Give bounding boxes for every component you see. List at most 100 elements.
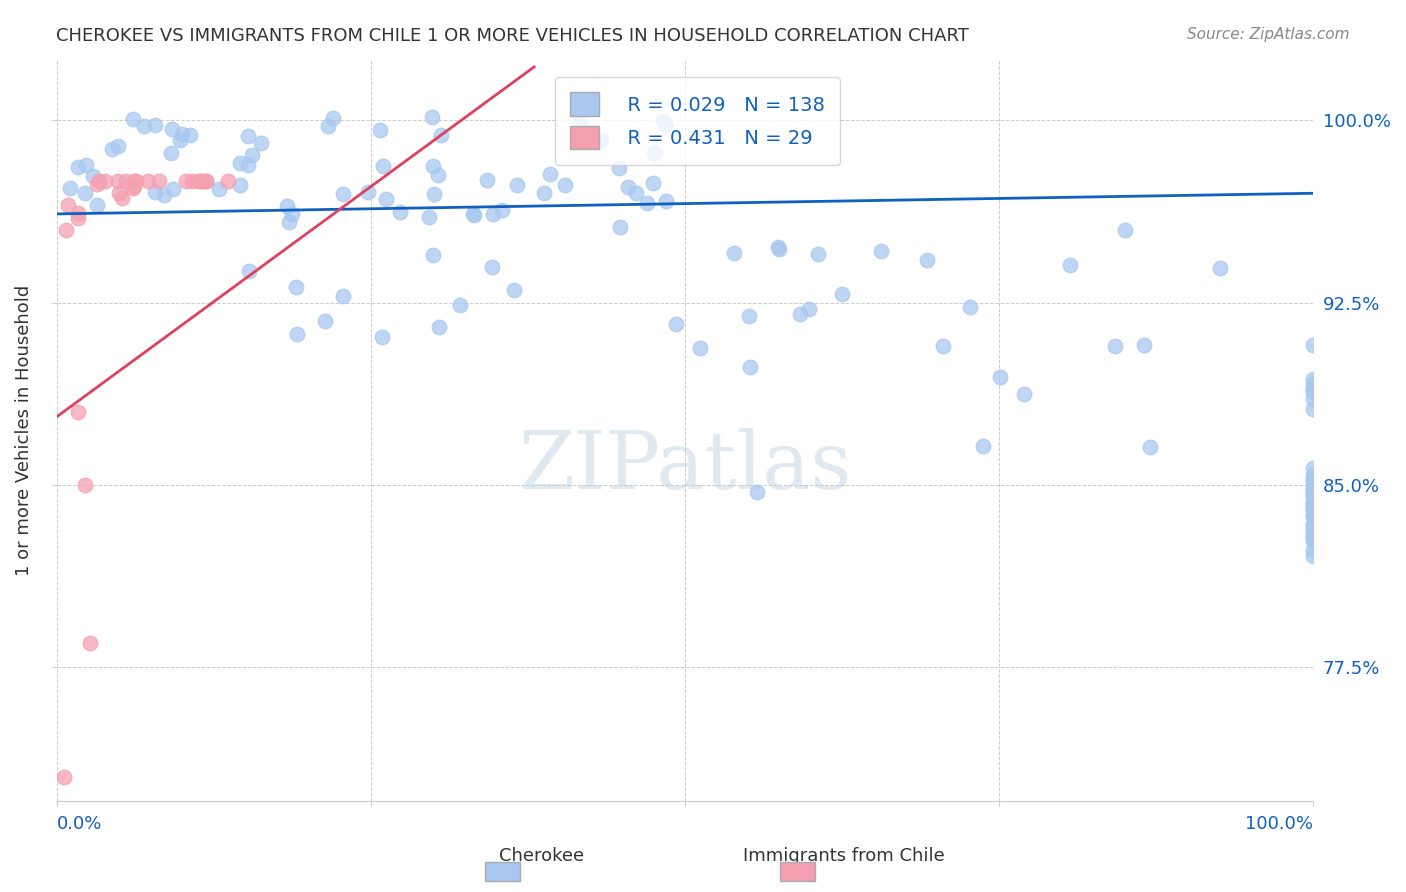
Text: 0.0%: 0.0% <box>56 815 103 833</box>
Point <box>641 176 664 190</box>
Point <box>636 195 658 210</box>
Point <box>665 317 688 331</box>
Point <box>115 174 138 188</box>
Point <box>1302 549 1324 563</box>
Point <box>190 174 212 188</box>
Point <box>332 289 354 303</box>
Point <box>217 174 239 188</box>
Point <box>831 286 853 301</box>
Point <box>1302 392 1324 406</box>
Point <box>1302 501 1324 516</box>
Point <box>250 136 273 151</box>
Point <box>1302 517 1324 532</box>
Point <box>152 188 174 202</box>
Point <box>1139 441 1161 455</box>
Point <box>1302 542 1324 557</box>
Point <box>1302 381 1324 395</box>
Point <box>73 478 96 492</box>
Point <box>122 181 145 195</box>
Point <box>314 314 336 328</box>
Point <box>643 145 665 160</box>
Point <box>723 245 745 260</box>
Point <box>1302 534 1324 549</box>
Point <box>107 138 129 153</box>
Point <box>607 161 630 175</box>
Point <box>766 240 789 254</box>
Point <box>427 320 450 334</box>
Point <box>136 174 159 188</box>
Point <box>285 326 308 341</box>
Point <box>194 174 217 188</box>
Point <box>1302 519 1324 533</box>
Point <box>768 242 790 256</box>
Point <box>194 174 217 188</box>
Point <box>67 160 90 174</box>
Point <box>502 283 524 297</box>
Point <box>1302 483 1324 498</box>
Point <box>148 174 170 188</box>
Point <box>1302 502 1324 516</box>
Point <box>176 174 198 188</box>
Point <box>162 182 184 196</box>
Point <box>1302 527 1324 541</box>
Point <box>180 174 202 188</box>
Point <box>870 244 893 258</box>
Point <box>1302 468 1324 483</box>
Point <box>322 112 344 126</box>
Point <box>66 405 89 419</box>
Point <box>430 128 453 143</box>
Point <box>82 169 104 183</box>
Point <box>1302 483 1324 498</box>
Point <box>276 199 298 213</box>
Point <box>285 280 308 294</box>
Point <box>461 207 484 221</box>
Point <box>1302 508 1324 522</box>
Point <box>236 128 259 143</box>
Point <box>242 148 264 162</box>
Text: Immigrants from Chile: Immigrants from Chile <box>742 847 945 865</box>
Point <box>332 187 354 202</box>
Point <box>1302 497 1324 511</box>
Point <box>122 179 145 194</box>
Point <box>932 339 955 353</box>
Point <box>422 247 444 261</box>
Point <box>789 307 811 321</box>
Point <box>1302 489 1324 503</box>
Point <box>122 174 145 188</box>
Point <box>807 247 830 261</box>
Point <box>738 360 761 375</box>
Point <box>1302 475 1324 489</box>
Point <box>959 300 981 314</box>
Point <box>617 179 640 194</box>
Point <box>86 177 108 191</box>
Point <box>55 223 77 237</box>
Point <box>208 181 231 195</box>
Point <box>1302 508 1324 523</box>
Point <box>1302 473 1324 487</box>
Point <box>53 770 76 784</box>
Point <box>66 205 89 219</box>
Point <box>538 167 561 181</box>
Text: 100.0%: 100.0% <box>1246 815 1313 833</box>
Point <box>915 253 938 268</box>
Point <box>229 178 252 193</box>
Point <box>169 133 191 147</box>
Point <box>93 174 115 188</box>
Point <box>58 181 80 195</box>
Point <box>134 119 156 133</box>
Point <box>1302 384 1324 398</box>
Point <box>316 120 339 134</box>
Point <box>418 210 440 224</box>
Point <box>482 207 505 221</box>
Point <box>187 174 209 188</box>
Point <box>1302 528 1324 542</box>
Point <box>738 309 761 323</box>
Point <box>108 186 131 201</box>
Point <box>278 215 301 229</box>
Point <box>110 191 132 205</box>
Point <box>1302 531 1324 545</box>
Y-axis label: 1 or more Vehicles in Household: 1 or more Vehicles in Household <box>15 285 32 576</box>
Point <box>655 118 678 132</box>
Point <box>160 145 183 160</box>
Point <box>1059 258 1081 272</box>
